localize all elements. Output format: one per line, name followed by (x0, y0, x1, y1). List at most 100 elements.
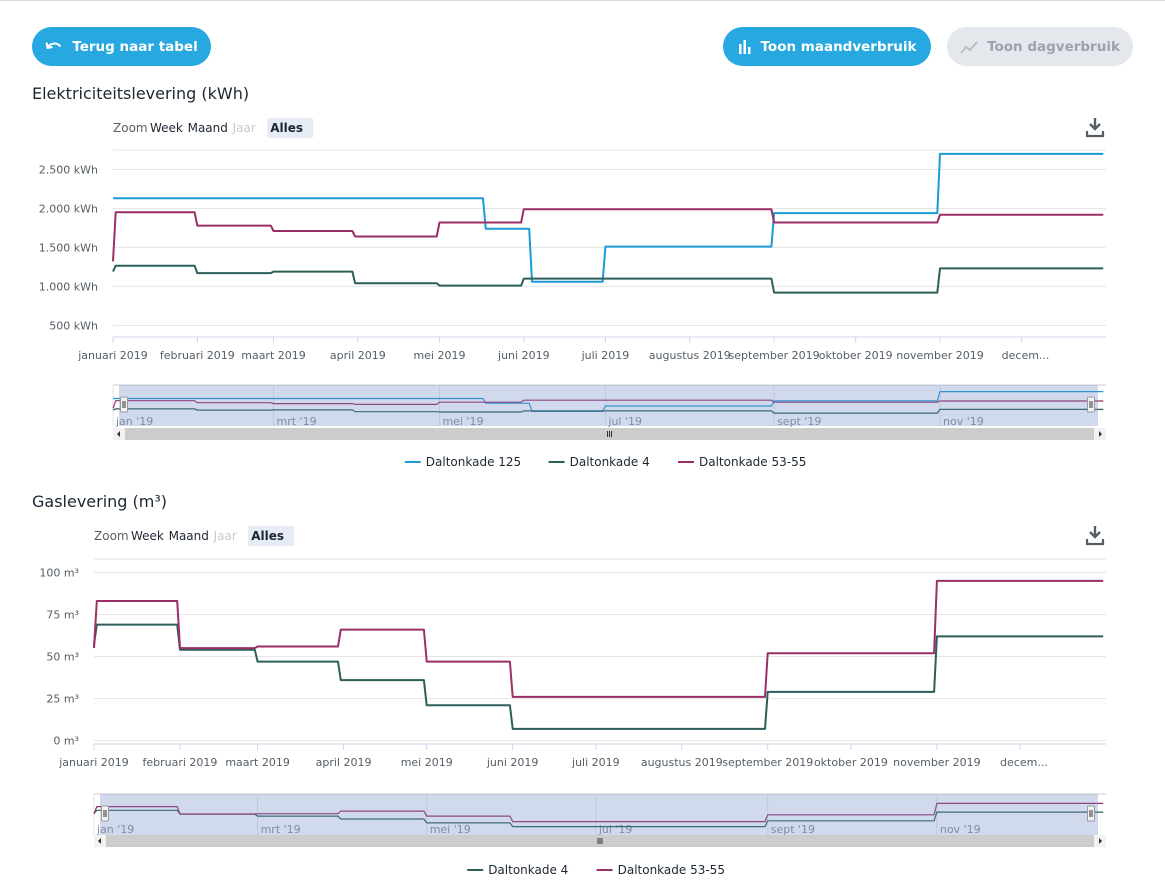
download-icon[interactable] (1085, 526, 1105, 546)
legend-label: Daltonkade 4 (570, 455, 650, 469)
y-tick-label: 2.000 kWh (39, 202, 98, 215)
navigator-label: mrt '19 (261, 823, 301, 836)
y-tick-label: 1.000 kWh (39, 280, 98, 293)
x-tick-label: decem... (1000, 756, 1048, 769)
back-to-table-label: Terug naar tabel (72, 38, 198, 55)
x-tick-label: oktober 2019 (819, 349, 893, 362)
grid (94, 558, 1106, 742)
scroll-right-arrow-icon[interactable] (1099, 838, 1102, 844)
zoom-button-maand[interactable]: Maand (169, 529, 209, 543)
navigator-label: jan '19 (96, 823, 134, 836)
grid (113, 149, 1106, 326)
navigator-handle-right[interactable] (1087, 396, 1095, 413)
navigator-label: mrt '19 (277, 415, 317, 428)
y-tick-label: 25 m³ (46, 693, 79, 706)
y-tick-label: 50 m³ (46, 651, 79, 664)
x-tick-label: september 2019 (729, 349, 820, 362)
zoom-button-label: Week (150, 121, 183, 135)
navigator-handle-right[interactable] (1087, 805, 1095, 822)
x-tick-label: mei 2019 (401, 756, 453, 769)
legend-label: Daltonkade 53-55 (699, 455, 806, 469)
navigator-scrollbar[interactable] (94, 835, 1106, 847)
x-tick-label: april 2019 (316, 756, 372, 769)
legend-label: Daltonkade 53-55 (618, 863, 725, 877)
legend-item-daltonkade-125[interactable]: Daltonkade 125 (404, 455, 521, 469)
legend-item-daltonkade-4[interactable]: Daltonkade 4 (548, 455, 650, 469)
navigator-series-daltonkade-4 (112, 408, 1104, 414)
x-tick-label: april 2019 (330, 349, 386, 362)
zoom-selector: Zoom Week Maand Jaar Alles (94, 526, 295, 546)
back-to-table-button[interactable]: Terug naar tabel (32, 27, 211, 66)
navigator-label: sept '19 (777, 415, 821, 428)
navigator-scrollbar[interactable] (113, 428, 1106, 440)
line-chart-icon (960, 40, 978, 54)
zoom-active-highlight (267, 118, 314, 138)
navigator-label: jan '19 (115, 415, 153, 428)
bar-chart-icon (738, 39, 750, 54)
zoom-button-label: Week (131, 529, 164, 543)
navigator-label: mei '19 (442, 415, 483, 428)
x-tick-label: decem... (1002, 349, 1050, 362)
x-tick-label: juli 2019 (571, 756, 620, 769)
zoom-button-alles[interactable]: Alles (267, 118, 314, 138)
scroll-right-arrow-icon[interactable] (1099, 431, 1102, 437)
y-tick-label: 75 m³ (46, 609, 79, 622)
electricity-chart: Zoom Week Maand Jaar Alles 500 kWh 1.000 kWh 1.… (39, 118, 1106, 469)
y-tick-label: 2.500 kWh (39, 163, 98, 176)
series-line-daltonkade-125[interactable] (113, 152, 1104, 283)
navigator-label: mei '19 (430, 823, 471, 836)
zoom-button-jaar: Jaar (232, 121, 256, 135)
show-day-usage-label: Toon dagverbruik (987, 38, 1120, 55)
x-tick-label: juni 2019 (486, 756, 539, 769)
navigator-handle-left[interactable] (101, 805, 109, 822)
gas-chart: Zoom Week Maand Jaar Alles 0 m³ 25 m³ 50 m³ 75 m… (39, 526, 1106, 877)
x-tick-label: augustus 2019 (641, 756, 723, 769)
zoom-active-highlight (248, 526, 295, 546)
gas-chart-title: Gaslevering (m³) (32, 492, 168, 511)
y-tick-label: 100 m³ (39, 566, 79, 579)
y-tick-label: 500 kWh (49, 319, 98, 332)
zoom-button-week[interactable]: Week (131, 529, 164, 543)
zoom-button-alles[interactable]: Alles (248, 526, 295, 546)
zoom-button-label: Jaar (232, 121, 256, 135)
navigator-mask[interactable] (119, 385, 1098, 426)
navigator-mask[interactable] (100, 794, 1098, 835)
navigator-series-daltonkade-53-55 (93, 802, 1104, 823)
series-line-daltonkade-53-55[interactable] (112, 208, 1104, 262)
scroll-left-arrow-icon[interactable] (98, 838, 101, 844)
show-month-usage-button[interactable]: Toon maandverbruik (723, 27, 931, 66)
series-line-daltonkade-4[interactable] (112, 264, 1104, 294)
series-line-daltonkade-4[interactable] (93, 623, 1104, 730)
zoom-button-label: Jaar (213, 529, 237, 543)
x-tick-label: november 2019 (896, 349, 983, 362)
y-tick-label: 0 m³ (53, 735, 79, 748)
show-day-usage-button[interactable]: Toon dagverbruik (947, 27, 1133, 66)
x-tick-label: juli 2019 (581, 349, 630, 362)
navigator-series-daltonkade-53-55 (112, 399, 1104, 409)
legend-item-daltonkade-53-55[interactable]: Daltonkade 53-55 (596, 863, 725, 877)
legend-item-daltonkade-53-55[interactable]: Daltonkade 53-55 (678, 455, 806, 469)
zoom-label: Zoom (113, 121, 148, 135)
zoom-button-week[interactable]: Week (150, 121, 183, 135)
x-tick-label: oktober 2019 (814, 756, 888, 769)
zoom-button-label: Alles (251, 529, 284, 543)
series-line-daltonkade-53-55[interactable] (93, 579, 1104, 698)
zoom-selector: Zoom Week Maand Jaar Alles (113, 118, 314, 138)
x-tick-label: juni 2019 (497, 349, 550, 362)
download-icon[interactable] (1085, 118, 1105, 138)
x-tick-label: januari 2019 (77, 349, 148, 362)
x-tick-label: maart 2019 (241, 349, 306, 362)
scroll-left-arrow-icon[interactable] (117, 431, 120, 437)
x-tick-label: februari 2019 (160, 349, 235, 362)
zoom-button-label: Maand (188, 121, 228, 135)
zoom-button-maand[interactable]: Maand (188, 121, 228, 135)
x-tick-label: januari 2019 (58, 756, 129, 769)
navigator-handle-left[interactable] (120, 396, 128, 413)
legend-item-daltonkade-4[interactable]: Daltonkade 4 (467, 863, 568, 877)
navigator-label: jul '19 (607, 415, 642, 428)
zoom-button-label: Maand (169, 529, 209, 543)
x-tick-label: mei 2019 (413, 349, 465, 362)
zoom-label: Zoom (94, 529, 129, 543)
